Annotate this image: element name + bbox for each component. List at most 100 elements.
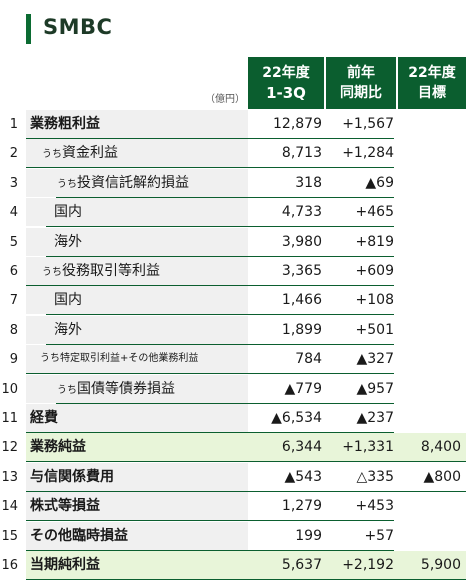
- value-target: [398, 492, 461, 520]
- label-text: 役務取引等利益: [62, 263, 160, 279]
- value-target: [398, 198, 461, 226]
- header-line1: 前年: [347, 64, 375, 81]
- table-row: 14 株式等損益 1,279 +453: [0, 492, 472, 522]
- value-fy22-1-3q: 199: [295, 527, 322, 544]
- row-label: 業務純益: [30, 433, 86, 461]
- table-row: 15 その他臨時損益 199 +57: [0, 521, 472, 551]
- header-line1: 22年度: [262, 64, 310, 81]
- row-label-background: [26, 551, 248, 579]
- value-yoy: ▲237: [356, 410, 395, 426]
- row-label: 国内: [54, 198, 82, 226]
- value-yoy: +108: [355, 292, 394, 309]
- row-divider: [26, 285, 394, 286]
- value-target: [398, 345, 461, 373]
- row-number: 14: [1, 499, 18, 515]
- table-row: 13 与信関係費用 ▲543 △335 ▲800: [0, 462, 472, 492]
- row-label: うち国債等債券損益: [57, 375, 175, 403]
- row-number: 10: [1, 381, 18, 397]
- row-label-background: [26, 110, 248, 138]
- table-row: 3 うち投資信託解約損益 318 ▲69: [0, 168, 472, 198]
- row-divider: [56, 402, 394, 404]
- label-text: 株式等損益: [30, 498, 100, 515]
- value-yoy: +2,192: [342, 557, 394, 573]
- row-number: 12: [1, 440, 18, 456]
- table-row: 8 海外 1,899 +501: [0, 315, 472, 345]
- row-label-background: [26, 168, 248, 197]
- row-divider: [26, 373, 394, 375]
- row-number: 15: [1, 528, 18, 544]
- label-text: 国内: [54, 292, 82, 309]
- row-label: うち特定取引利益+その他業務利益: [40, 345, 198, 373]
- label-text: 与信関係費用: [30, 468, 114, 485]
- value-fy22-1-3q: 3,980: [281, 233, 322, 250]
- row-label-background: [26, 433, 248, 462]
- table-row: 1 業務粗利益 12,879 +1,567: [0, 110, 472, 139]
- value-yoy: +1,284: [342, 145, 394, 162]
- header-fy22-1-3q: 22年度 1-3Q: [248, 57, 324, 109]
- value-fy22-1-3q: 1,466: [281, 292, 322, 309]
- row-divider: [26, 461, 466, 463]
- row-label-background: [26, 462, 248, 491]
- row-divider: [26, 549, 394, 551]
- row-divider: [26, 432, 394, 433]
- value-fy22-1-3q: ▲543: [284, 468, 323, 485]
- value-fy22-1-3q: 8,713: [281, 145, 322, 162]
- value-yoy: +1,567: [342, 116, 394, 132]
- header-fy22-target: 22年度 目標: [398, 57, 466, 109]
- row-label: 経費: [30, 404, 58, 432]
- row-number: 9: [9, 352, 18, 368]
- value-target: [398, 375, 461, 403]
- label-text: 海外: [54, 233, 82, 250]
- value-target: [398, 110, 461, 138]
- row-label: 当期純利益: [30, 551, 100, 579]
- row-number: 6: [9, 264, 18, 279]
- table-row: 6 うち役務取引等利益 3,365 +609: [0, 257, 472, 286]
- value-fy22-1-3q: 5,637: [281, 557, 322, 573]
- row-label: うち役務取引等利益: [42, 257, 160, 285]
- header-line2: 目標: [418, 84, 446, 101]
- brand-title: SMBC: [43, 15, 113, 39]
- value-fy22-1-3q: ▲6,534: [271, 410, 322, 426]
- value-target: [398, 286, 461, 314]
- table-row: 5 海外 3,980 +819: [0, 227, 472, 257]
- table-row: 9 うち特定取引利益+その他業務利益 784 ▲327: [0, 345, 472, 375]
- value-fy22-1-3q: 12,879: [273, 116, 322, 132]
- row-divider: [46, 343, 394, 345]
- row-number: 1: [9, 117, 18, 132]
- row-divider: [56, 196, 394, 198]
- row-number: 2: [9, 146, 18, 162]
- label-text: 経費: [30, 410, 58, 426]
- value-yoy: +819: [355, 233, 394, 250]
- row-label-background: [26, 374, 248, 403]
- row-divider: [26, 579, 466, 580]
- label-prefix: うち: [57, 384, 77, 396]
- value-yoy: ▲327: [356, 351, 395, 368]
- unit-label: （億円）: [205, 94, 245, 105]
- label-text: 当期純利益: [30, 557, 100, 573]
- value-fy22-1-3q: 1,899: [281, 321, 322, 338]
- table-row: 4 国内 4,733 +465: [0, 198, 472, 228]
- table-row: 16 当期純利益 5,637 +2,192 5,900: [0, 551, 472, 580]
- row-label-background: [26, 257, 248, 285]
- row-divider: [26, 167, 394, 169]
- row-label: 海外: [54, 228, 82, 256]
- value-target: 8,400: [420, 439, 461, 456]
- header-line1: 22年度: [408, 64, 456, 81]
- row-number: 3: [9, 175, 18, 191]
- row-label-background: [26, 227, 248, 256]
- row-number: 8: [9, 322, 18, 338]
- table-row: 10 うち国債等債券損益 ▲779 ▲957: [0, 374, 472, 404]
- row-divider: [26, 520, 394, 522]
- label-text: 国内: [54, 204, 82, 221]
- row-label-background: [26, 198, 248, 227]
- label-prefix: うち: [57, 178, 77, 190]
- value-target: [398, 522, 461, 550]
- value-fy22-1-3q: 6,344: [281, 439, 322, 456]
- value-yoy: +465: [355, 204, 394, 221]
- row-label-background: [26, 404, 248, 432]
- label-prefix: うち: [42, 267, 62, 278]
- row-value-highlight: [248, 433, 466, 462]
- header-line2: 1-3Q: [266, 83, 306, 102]
- value-yoy: +1,331: [342, 439, 394, 456]
- header-line2: 同期比: [340, 84, 382, 101]
